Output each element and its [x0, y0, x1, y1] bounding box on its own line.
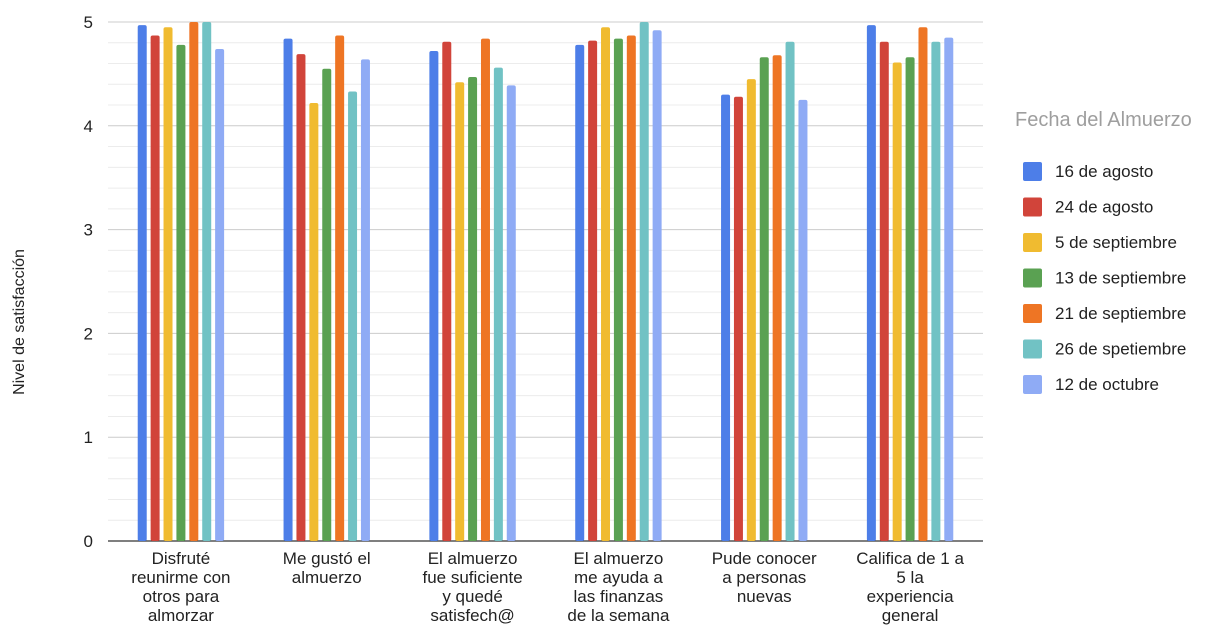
bar: [733, 96, 743, 542]
y-tick-label: 1: [84, 428, 93, 447]
bar: [601, 27, 611, 541]
legend-label: 21 de septiembre: [1055, 304, 1186, 323]
y-tick-label: 0: [84, 532, 93, 551]
bar: [652, 30, 662, 542]
bar: [575, 44, 585, 542]
bar: [493, 67, 503, 542]
bars: [137, 22, 954, 542]
bar: [905, 57, 915, 541]
bar: [455, 82, 465, 541]
legend-title: Fecha del Almuerzo: [1015, 109, 1192, 131]
legend-label: 5 de septiembre: [1055, 233, 1177, 252]
y-axis-title: Nivel de satisfacción: [11, 249, 28, 395]
bar: [746, 79, 756, 541]
legend-label: 13 de septiembre: [1055, 269, 1186, 288]
bar: [322, 68, 332, 542]
x-category-label: Disfruté reunirme con otros para almorzar: [131, 549, 230, 625]
legend-swatch: [1023, 339, 1042, 359]
legend-swatch: [1023, 375, 1042, 394]
bar: [613, 38, 623, 542]
bar: [892, 62, 902, 541]
legend-swatch: [1023, 162, 1042, 181]
bar: [348, 91, 358, 542]
legend-label: 26 de spetiembre: [1055, 340, 1186, 359]
bar: [759, 57, 769, 541]
legend-label: 12 de octubre: [1055, 375, 1159, 394]
bar: [866, 25, 876, 542]
x-axis-labels: Disfruté reunirme con otros para almorzar Me…: [131, 549, 964, 625]
y-tick-label: 3: [84, 221, 93, 240]
bar: [137, 25, 147, 542]
x-category-label: Pude conocer a personas nuevas: [712, 549, 817, 606]
bar: [721, 94, 731, 541]
y-tick-label: 4: [84, 117, 93, 136]
bar: [480, 38, 490, 542]
bar: [360, 59, 370, 542]
x-category-label: El almuerzo fue suficiente y quedé satisfec…: [422, 549, 522, 625]
y-axis-ticks: 0 1 2 3 4 5: [84, 13, 93, 551]
bar: [163, 27, 173, 541]
bar: [639, 22, 649, 541]
legend-label: 24 de agosto: [1055, 198, 1153, 217]
bar: [309, 102, 319, 542]
legend-swatch: [1023, 233, 1042, 252]
bar: [918, 27, 928, 541]
x-category-label: El almuerzo me ayuda a las finanzas de la s…: [567, 549, 670, 625]
bar: [202, 22, 212, 541]
legend-label: 16 de agosto: [1055, 162, 1153, 181]
bar: [215, 48, 225, 542]
bar: [944, 37, 954, 541]
legend-swatch: [1023, 197, 1042, 217]
bar: [506, 85, 516, 541]
bar: [879, 41, 889, 541]
legend: Fecha del Almuerzo 16 de agosto 24 de ago…: [1015, 109, 1192, 394]
y-tick-label: 2: [84, 324, 93, 343]
bar: [442, 41, 452, 541]
bar: [468, 77, 478, 541]
legend-swatch: [1023, 304, 1042, 323]
bar: [626, 35, 636, 542]
x-category-label: Me gustó el almuerzo: [283, 549, 371, 587]
bar: [429, 51, 439, 542]
bar: [588, 40, 598, 542]
bar: [189, 22, 199, 541]
bar: [785, 41, 795, 541]
bar: [176, 44, 186, 542]
bar: [931, 41, 941, 541]
bar: [296, 54, 306, 542]
bar: [798, 99, 808, 541]
gridlines: [108, 21, 983, 542]
legend-swatch: [1023, 268, 1042, 288]
y-tick-label: 5: [84, 13, 93, 32]
bar: [772, 55, 782, 541]
bar: [335, 35, 345, 542]
bar: [150, 35, 160, 542]
bar: [283, 38, 293, 542]
